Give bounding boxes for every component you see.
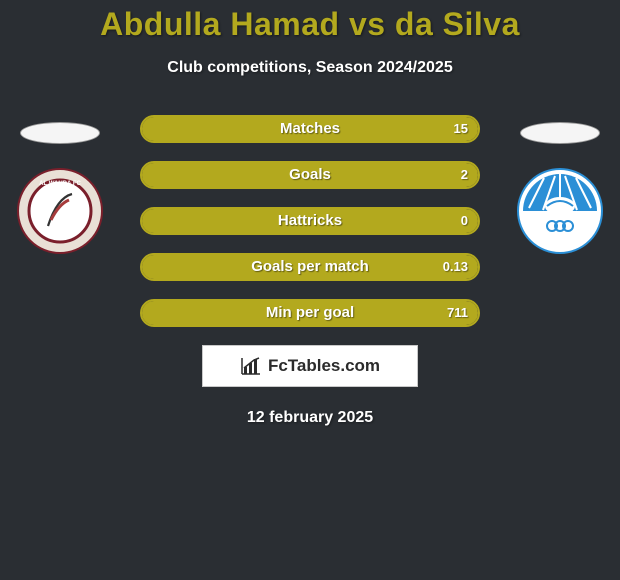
- club-crest-left-icon: AL WAHDA FC: [17, 168, 103, 254]
- chart-icon: [240, 356, 262, 376]
- stat-value-right: 15: [454, 117, 468, 141]
- stat-label: Min per goal: [142, 301, 478, 325]
- stat-value-right: 711: [447, 301, 468, 325]
- stat-value-right: 2: [461, 163, 468, 187]
- watermark: FcTables.com: [202, 345, 418, 387]
- stat-row: Matches15: [140, 115, 480, 143]
- player-right-column: [510, 122, 610, 254]
- page-title: Abdulla Hamad vs da Silva: [0, 0, 620, 43]
- stat-value-right: 0: [461, 209, 468, 233]
- stat-row: Goals per match0.13: [140, 253, 480, 281]
- page-subtitle: Club competitions, Season 2024/2025: [0, 59, 620, 77]
- stat-label: Matches: [142, 117, 478, 141]
- stats-list: Matches15 Goals2 Hattricks0 Goals per match…: [140, 115, 480, 327]
- stat-label: Hattricks: [142, 209, 478, 233]
- stat-row: Hattricks0: [140, 207, 480, 235]
- flag-left-icon: [20, 122, 100, 144]
- stat-label: Goals per match: [142, 255, 478, 279]
- stat-value-right: 0.13: [443, 255, 468, 279]
- infographic-root: Abdulla Hamad vs da Silva Club competiti…: [0, 0, 620, 580]
- stat-row: Min per goal711: [140, 299, 480, 327]
- flag-right-icon: [520, 122, 600, 144]
- player-left-column: AL WAHDA FC: [10, 122, 110, 254]
- stat-row: Goals2: [140, 161, 480, 189]
- stat-label: Goals: [142, 163, 478, 187]
- club-crest-right-icon: [517, 168, 603, 254]
- watermark-text: FcTables.com: [268, 356, 380, 376]
- svg-text:AL WAHDA FC: AL WAHDA FC: [39, 181, 81, 187]
- date-label: 12 february 2025: [0, 409, 620, 427]
